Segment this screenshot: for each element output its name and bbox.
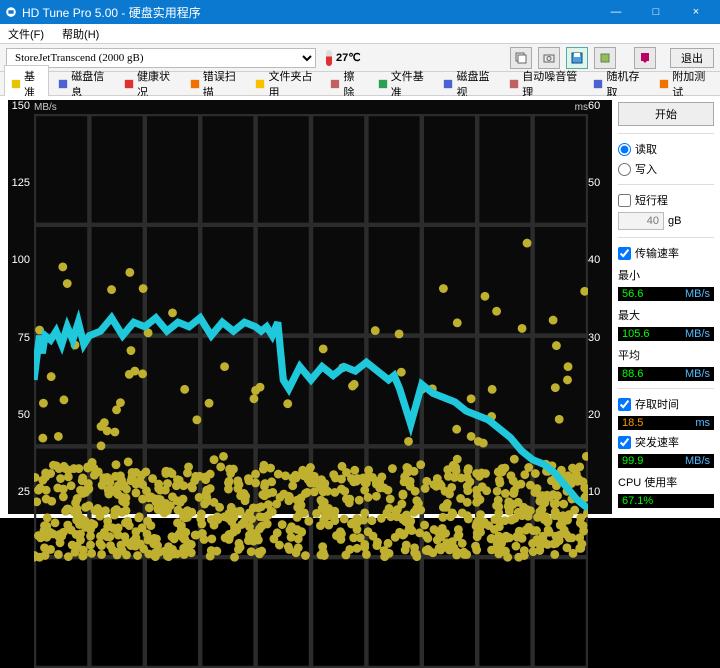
- tabbar: 基准磁盘信息健康状况错误扫描文件夹占用擦除文件基准磁盘监视自动噪音管理随机存取附…: [0, 72, 720, 96]
- minimize-button[interactable]: —: [596, 0, 636, 24]
- max-value: 105.6MB/s: [618, 327, 714, 341]
- avg-label: 平均: [618, 347, 714, 363]
- stroke-unit: gB: [668, 215, 681, 227]
- right-axis-unit: ms: [575, 102, 588, 113]
- burst-rate-value: 99.9MB/s: [618, 454, 714, 468]
- sidebar: 开始 读取 写入 短行程 gB 传输速率 最小 56.6MB/s 最大 105.…: [616, 96, 720, 518]
- write-radio[interactable]: 写入: [618, 161, 714, 177]
- cpu-label: CPU 使用率: [618, 474, 714, 490]
- menu-file[interactable]: 文件(F): [4, 24, 48, 44]
- benchmark-chart: MB/s ms 150125100755025 605040302010: [8, 100, 612, 514]
- short-stroke-check[interactable]: 短行程: [618, 192, 714, 208]
- start-button[interactable]: 开始: [618, 102, 714, 126]
- right-axis-ticks: 605040302010: [588, 100, 612, 498]
- temperature-display: 27℃: [326, 50, 361, 66]
- left-axis-ticks: 150125100755025: [6, 100, 30, 498]
- min-value: 56.6MB/s: [618, 287, 714, 301]
- burst-rate-check[interactable]: 突发速率: [618, 434, 714, 450]
- close-button[interactable]: ×: [676, 0, 716, 24]
- cpu-value: 67.1%: [618, 494, 714, 508]
- access-time-check[interactable]: 存取时间: [618, 396, 714, 412]
- access-time-value: 18.5ms: [618, 416, 714, 430]
- main-area: MB/s ms 150125100755025 605040302010 开始 …: [0, 96, 720, 518]
- maximize-button[interactable]: □: [636, 0, 676, 24]
- min-label: 最小: [618, 267, 714, 283]
- temperature-value: 27℃: [336, 51, 361, 64]
- thermometer-icon: [326, 50, 332, 66]
- transfer-rate-check[interactable]: 传输速率: [618, 245, 714, 261]
- max-label: 最大: [618, 307, 714, 323]
- chart-grid: [34, 114, 588, 668]
- left-axis-unit: MB/s: [34, 102, 57, 113]
- window-title: HD Tune Pro 5.00 - 硬盘实用程序: [22, 4, 596, 21]
- titlebar: HD Tune Pro 5.00 - 硬盘实用程序 — □ ×: [0, 0, 720, 24]
- menubar: 文件(F) 帮助(H): [0, 24, 720, 44]
- app-icon: [4, 5, 18, 19]
- read-radio[interactable]: 读取: [618, 141, 714, 157]
- avg-value: 88.6MB/s: [618, 367, 714, 381]
- chart-plot: [34, 114, 588, 668]
- short-stroke-input: [618, 212, 664, 230]
- menu-help[interactable]: 帮助(H): [58, 24, 103, 44]
